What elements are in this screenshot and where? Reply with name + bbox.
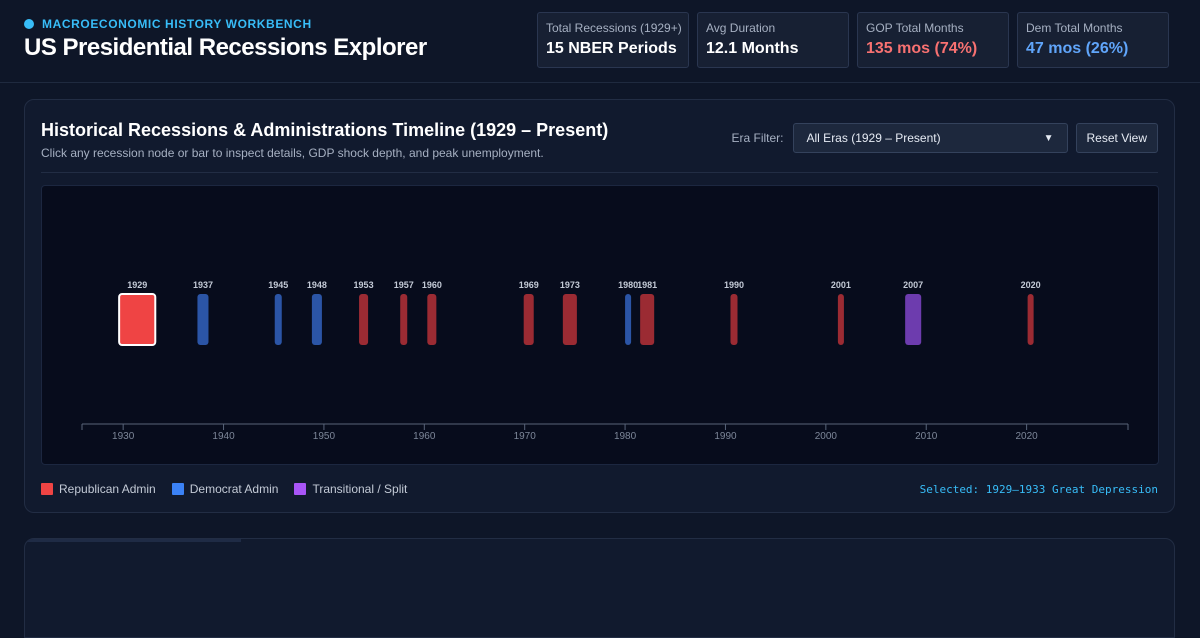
details-panel	[24, 538, 1175, 638]
era-filter-value: All Eras (1929 – Present)	[806, 131, 941, 145]
recession-node-1990[interactable]: 1990	[724, 280, 744, 345]
reset-view-button[interactable]: Reset View	[1075, 123, 1158, 153]
stat-value: 47 mos (26%)	[1026, 40, 1129, 57]
recession-bar[interactable]	[640, 294, 655, 345]
stat-card-avg-duration: Avg Duration 12.1 Months	[697, 12, 849, 68]
app-eyebrow: MACROECONOMIC HISTORY WORKBENCH	[24, 17, 312, 31]
x-tick-label: 1960	[413, 431, 436, 442]
recession-node-1957[interactable]: 1957	[394, 280, 414, 345]
stat-value: 135 mos (74%)	[866, 40, 978, 57]
recession-node-1969[interactable]: 1969	[519, 280, 539, 345]
panel-controls: Era Filter: All Eras (1929 – Present) ▼ …	[731, 123, 1158, 153]
recession-year-label: 1945	[268, 280, 288, 290]
recession-node-1937[interactable]: 1937	[193, 280, 213, 345]
x-tick-label: 1970	[514, 431, 537, 442]
stat-value: 12.1 Months	[706, 40, 799, 57]
recession-bar[interactable]	[274, 294, 282, 345]
x-tick-label: 1950	[313, 431, 336, 442]
recession-node-1929[interactable]: 1929	[118, 280, 157, 346]
recession-node-2001[interactable]: 2001	[831, 280, 851, 345]
recession-node-1973[interactable]: 1973	[560, 280, 580, 345]
x-tick-label: 1990	[714, 431, 737, 442]
era-filter-select[interactable]: All Eras (1929 – Present) ▼	[792, 123, 1068, 153]
x-tick-label: 2020	[1015, 431, 1038, 442]
recession-year-label: 1948	[307, 280, 327, 290]
recession-year-label: 1957	[394, 280, 414, 290]
recession-node-2020[interactable]: 2020	[1021, 280, 1041, 345]
recession-bar[interactable]	[730, 294, 738, 345]
recession-bar[interactable]	[311, 294, 322, 345]
chevron-down-icon: ▼	[1043, 132, 1054, 144]
status-dot-icon	[24, 19, 34, 29]
recession-year-label: 1990	[724, 280, 744, 290]
recession-year-label: 2007	[903, 280, 923, 290]
details-tab-indicator	[25, 539, 241, 542]
timeline-svg: 1929 1937 1945 1948 1953 1957 1960 1969 1973 1980…	[81, 280, 1129, 442]
recession-node-1953[interactable]: 1953	[354, 280, 374, 345]
recession-bar[interactable]	[905, 294, 922, 345]
x-tick-label: 1980	[614, 431, 637, 442]
panel-divider	[41, 172, 1158, 173]
stat-label: GOP Total Months	[866, 21, 964, 35]
legend-item-transitional: Transitional / Split	[294, 482, 407, 496]
stat-value: 15 NBER Periods	[546, 40, 677, 57]
legend-label: Transitional / Split	[312, 482, 408, 496]
recession-bar[interactable]	[359, 294, 369, 345]
recession-node-2007[interactable]: 2007	[903, 280, 923, 345]
legend-item-republican: Republican Admin	[41, 482, 156, 496]
legend-swatch-republican	[41, 483, 53, 495]
stat-label: Dem Total Months	[1026, 21, 1123, 35]
recession-bar[interactable]	[118, 293, 157, 346]
recession-year-label: 1953	[354, 280, 374, 290]
recession-year-label: 1929	[127, 280, 147, 290]
legend-swatch-democrat	[171, 483, 184, 495]
recession-year-label: 1980	[618, 280, 638, 290]
recession-bar[interactable]	[197, 294, 209, 345]
app-header: MACROECONOMIC HISTORY WORKBENCH US Presi…	[0, 0, 1200, 83]
selected-readout: Selected: 1929–1933 Great Depression	[919, 483, 1158, 496]
recession-year-label: 2020	[1021, 280, 1041, 290]
recession-node-1980[interactable]: 1980	[618, 280, 638, 345]
legend-label: Republican Admin	[59, 482, 156, 496]
recession-bar[interactable]	[1027, 294, 1034, 345]
stat-card-gop-months: GOP Total Months 135 mos (74%)	[857, 12, 1009, 68]
recession-year-label: 1981	[637, 280, 657, 290]
chart-legend: Republican Admin Democrat Admin Transiti…	[41, 482, 407, 496]
x-tick-label: 2010	[915, 431, 938, 442]
legend-swatch-transitional	[294, 483, 307, 495]
timeline-panel: Historical Recessions & Administrations …	[24, 99, 1175, 513]
x-tick-label: 1940	[212, 431, 235, 442]
recession-bar[interactable]	[523, 294, 534, 345]
recession-year-label: 1937	[193, 280, 213, 290]
stat-card-dem-months: Dem Total Months 47 mos (26%)	[1017, 12, 1169, 68]
recession-year-label: 2001	[831, 280, 851, 290]
page-title: US Presidential Recessions Explorer	[24, 34, 427, 61]
recession-node-1960[interactable]: 1960	[422, 280, 442, 345]
stats-bar: Total Recessions (1929+) 15 NBER Periods…	[537, 12, 1169, 68]
stat-label: Avg Duration	[706, 21, 776, 35]
recession-year-label: 1973	[560, 280, 580, 290]
recession-year-label: 1960	[422, 280, 442, 290]
recession-bar[interactable]	[625, 294, 632, 345]
recession-bar[interactable]	[427, 294, 437, 345]
recession-bar[interactable]	[837, 294, 844, 345]
x-tick-label: 1930	[112, 431, 135, 442]
recession-year-label: 1969	[519, 280, 539, 290]
recession-node-1948[interactable]: 1948	[307, 280, 327, 345]
stat-card-total-recessions: Total Recessions (1929+) 15 NBER Periods	[537, 12, 689, 68]
panel-subtitle: Click any recession node or bar to inspe…	[41, 146, 544, 160]
recession-node-1945[interactable]: 1945	[268, 280, 288, 345]
stat-label: Total Recessions (1929+)	[546, 21, 682, 35]
recession-bar[interactable]	[562, 294, 577, 345]
legend-label: Democrat Admin	[189, 482, 279, 496]
timeline-chart: 1929 1937 1945 1948 1953 1957 1960 1969 1973 1980…	[41, 185, 1159, 465]
era-filter-label: Era Filter:	[731, 131, 784, 145]
recession-node-1981[interactable]: 1981	[637, 280, 657, 345]
x-tick-label: 2000	[815, 431, 838, 442]
panel-title: Historical Recessions & Administrations …	[41, 120, 609, 140]
legend-item-democrat: Democrat Admin	[171, 482, 279, 496]
recession-bar[interactable]	[400, 294, 408, 345]
eyebrow-text: MACROECONOMIC HISTORY WORKBENCH	[42, 17, 312, 31]
